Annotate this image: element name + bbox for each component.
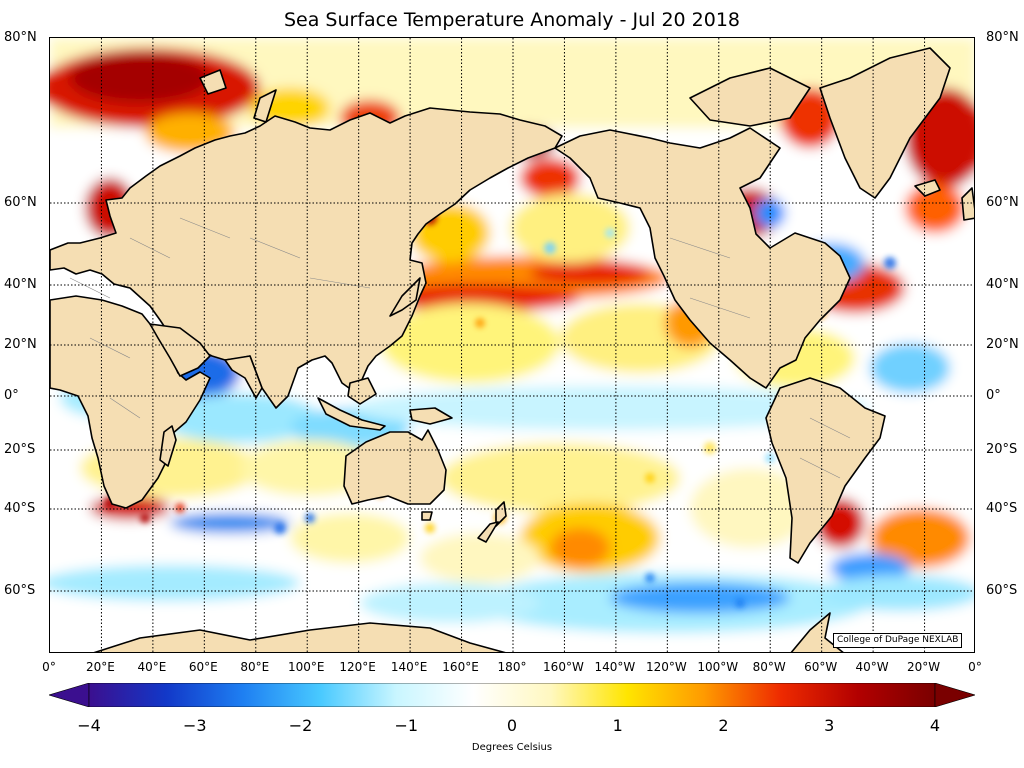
land-uk bbox=[961, 187, 974, 221]
land-antarctica bbox=[93, 622, 506, 652]
land-indonesia bbox=[317, 397, 386, 431]
lon-label: 60°W bbox=[804, 660, 838, 674]
lon-label: 0° bbox=[968, 660, 982, 674]
land-north-america bbox=[554, 127, 851, 389]
land-antarctic-peninsula bbox=[790, 612, 844, 652]
land-arctic-canada bbox=[689, 67, 811, 127]
lon-label: 40°W bbox=[855, 660, 889, 674]
land bbox=[50, 47, 974, 652]
land-borneo bbox=[347, 377, 377, 405]
colorbar-tick-label: −2 bbox=[288, 716, 313, 735]
land-new-zealand bbox=[495, 501, 507, 527]
sst-anomaly-map bbox=[49, 37, 975, 653]
lat-label: 40°S bbox=[4, 501, 36, 516]
lat-label: 0° bbox=[986, 388, 1001, 403]
colorbar-tick-label: 3 bbox=[824, 716, 835, 735]
lon-label: 80°E bbox=[240, 660, 270, 674]
lon-label: 100°E bbox=[287, 660, 325, 674]
colorbar-tick-label: −3 bbox=[182, 716, 207, 735]
colorbar-low-extend bbox=[49, 683, 90, 707]
lon-label: 20°E bbox=[86, 660, 115, 674]
graticule bbox=[50, 38, 974, 652]
land-madagascar bbox=[159, 425, 177, 467]
lon-label: 100°W bbox=[697, 660, 739, 674]
lon-label: 160°W bbox=[543, 660, 584, 674]
lat-label: 60°N bbox=[4, 195, 37, 210]
lat-label: 60°N bbox=[986, 195, 1019, 210]
lon-label: 60°E bbox=[188, 660, 218, 674]
lat-label: 40°N bbox=[986, 277, 1019, 292]
land-new-guinea bbox=[409, 407, 453, 425]
land-india bbox=[224, 355, 263, 399]
colorbar bbox=[49, 683, 975, 707]
land-new-zealand-south bbox=[477, 521, 499, 543]
credit-label: College of DuPage NEXLAB bbox=[833, 633, 963, 648]
land-iceland bbox=[914, 179, 941, 197]
lon-label: 80°W bbox=[752, 660, 786, 674]
lat-label: 20°N bbox=[986, 337, 1019, 352]
lat-label: 60°S bbox=[986, 583, 1018, 598]
lat-label: 40°N bbox=[4, 277, 37, 292]
lat-label: 20°N bbox=[4, 337, 37, 352]
land-greenland bbox=[819, 47, 951, 199]
lat-label: 40°S bbox=[986, 501, 1018, 516]
country-borders bbox=[69, 217, 851, 479]
land-novaya-zemlya bbox=[253, 89, 277, 123]
lat-label: 20°S bbox=[4, 442, 36, 457]
lon-label: 140°E bbox=[390, 660, 428, 674]
colorbar-tick-label: 4 bbox=[929, 716, 941, 735]
lon-label: 180° bbox=[497, 660, 527, 674]
land-svalbard bbox=[199, 69, 227, 95]
lon-label: 120°E bbox=[339, 660, 376, 674]
lon-label: 20°W bbox=[906, 660, 941, 674]
lat-label: 20°S bbox=[986, 442, 1018, 457]
lon-label: 40°E bbox=[137, 660, 167, 674]
colorbar-high-extend bbox=[934, 683, 975, 707]
colorbar-tick-label: 2 bbox=[718, 716, 729, 735]
land-australia bbox=[343, 429, 447, 505]
colorbar-tick-label: 1 bbox=[612, 716, 623, 735]
lon-label: 120°W bbox=[645, 660, 687, 674]
land-tasmania bbox=[421, 511, 433, 521]
colorbar-tick-label: −1 bbox=[394, 716, 419, 735]
lon-label: 160°E bbox=[442, 660, 479, 674]
lat-label: 80°N bbox=[986, 30, 1019, 45]
colorbar-tick-label: −4 bbox=[77, 716, 101, 735]
colorbar-gradient bbox=[88, 683, 936, 707]
map-canvas bbox=[50, 38, 974, 652]
lon-label: 140°W bbox=[594, 660, 636, 674]
lat-label: 0° bbox=[4, 388, 19, 403]
land-japan bbox=[389, 277, 421, 317]
map-title: Sea Surface Temperature Anomaly - Jul 20… bbox=[283, 9, 741, 31]
lon-label: 0° bbox=[42, 660, 56, 674]
lat-label: 80°N bbox=[4, 30, 37, 45]
colorbar-label: Degrees Celsius bbox=[471, 742, 553, 753]
lat-label: 60°S bbox=[4, 583, 36, 598]
colorbar-tick-label: 0 bbox=[506, 716, 518, 735]
